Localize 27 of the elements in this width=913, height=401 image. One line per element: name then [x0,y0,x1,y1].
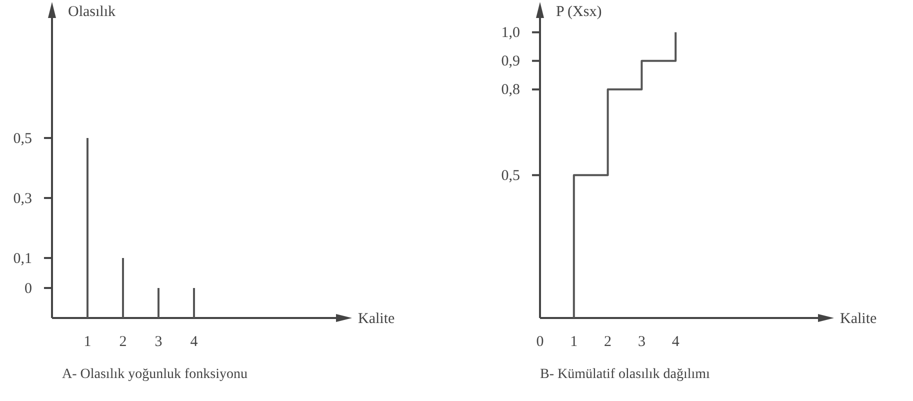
text: A- Olasılık yoğunluk fonksiyonu [62,367,248,382]
x-tick-label: 0 [536,334,544,350]
bar [122,258,124,318]
x-tick-label: 3 [154,334,162,350]
y-tick-label: 0,1 [13,250,32,267]
bar [86,138,88,318]
y-axis-title: Olasılık [68,4,116,20]
x-tick-label: 1 [570,334,578,350]
y-tick-label: 1,0 [501,25,520,42]
x-tick-label: 1 [84,334,92,350]
x-tick-label: 3 [638,334,646,350]
y-tick-label: 0 [24,280,32,297]
bar [193,288,195,318]
y-tick-label: 0,5 [13,130,32,147]
y-tick-label: 0,9 [501,54,520,70]
x-axis-title: Kalite [358,311,395,327]
text: B- Kümülatif olasılık dağılımı [540,367,710,382]
x-tick-label: 4 [672,334,680,350]
y-tick-label: 0,8 [501,82,520,98]
y-tick-label: 0,5 [501,168,520,184]
bar [158,288,160,318]
x-tick-label: 2 [119,334,127,350]
x-tick-label: 2 [604,334,612,350]
x-axis-title: Kalite [840,311,877,327]
x-tick-label: 4 [190,334,198,350]
y-tick-label: 0,3 [13,190,32,207]
y-axis-title: P (Xsx) [556,4,602,20]
